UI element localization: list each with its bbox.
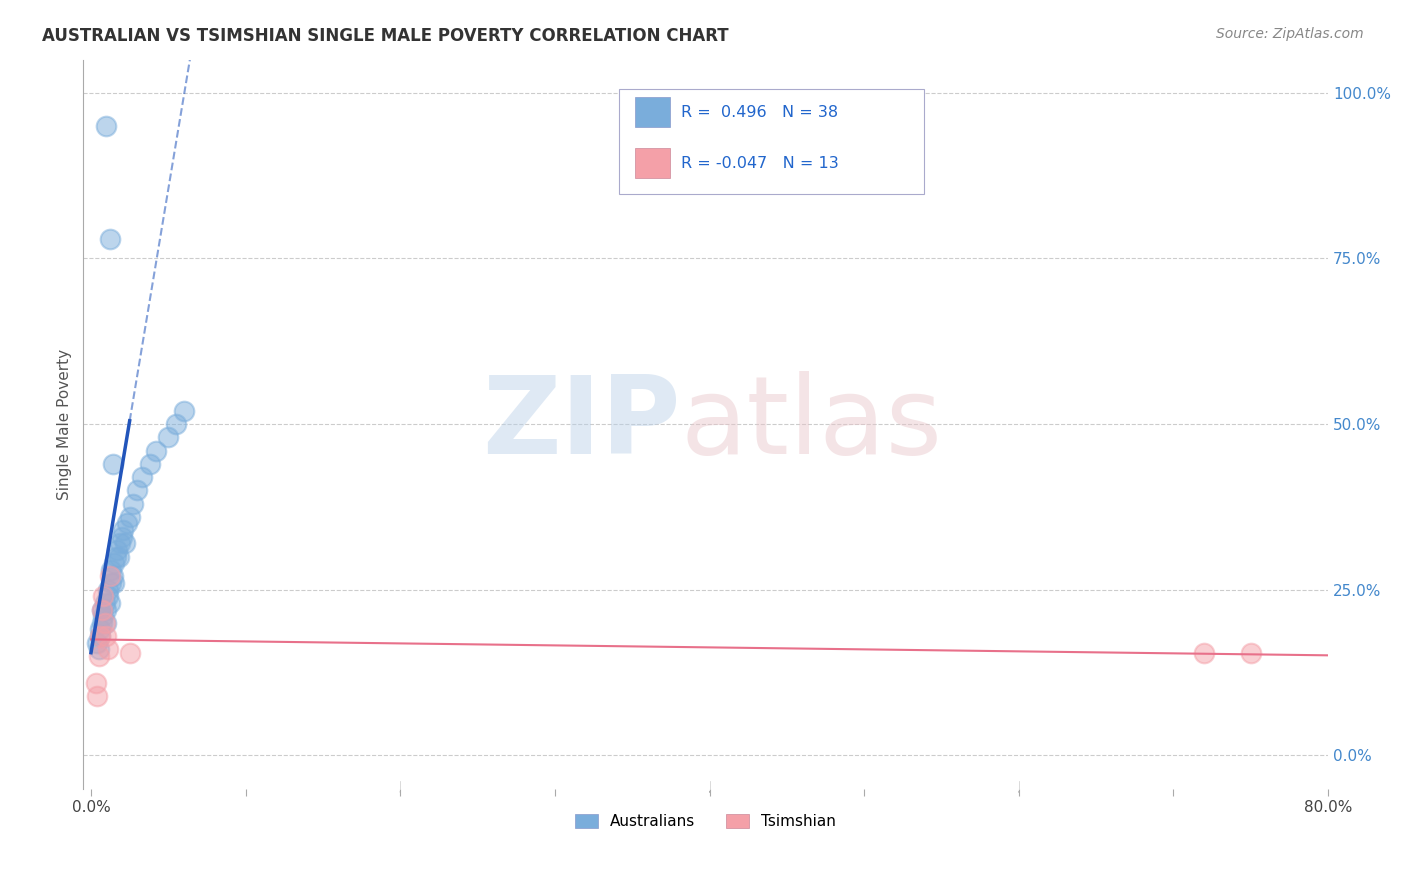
Text: R =  0.496   N = 38: R = 0.496 N = 38	[681, 104, 838, 120]
Point	[103, 576, 125, 591]
Point	[157, 430, 180, 444]
Point	[89, 629, 111, 643]
Point	[145, 443, 167, 458]
Point	[90, 602, 112, 616]
Point	[84, 675, 107, 690]
Point	[87, 642, 110, 657]
Point	[173, 404, 195, 418]
Point	[111, 530, 134, 544]
Point	[97, 582, 120, 597]
Point	[96, 629, 118, 643]
Point	[98, 596, 121, 610]
Point	[110, 536, 132, 550]
Point	[96, 119, 118, 133]
Point	[97, 642, 120, 657]
Point	[96, 615, 118, 630]
Point	[1240, 646, 1263, 660]
Legend: Australians, Tsimshian: Australians, Tsimshian	[569, 808, 842, 836]
Point	[101, 569, 124, 583]
Point	[100, 563, 122, 577]
Point	[90, 615, 112, 630]
Point	[98, 231, 121, 245]
Point	[87, 648, 110, 663]
Point	[90, 602, 112, 616]
Text: R = -0.047   N = 13: R = -0.047 N = 13	[681, 155, 838, 170]
Point	[104, 549, 127, 564]
Point	[96, 602, 118, 616]
Point	[94, 596, 117, 610]
Point	[86, 636, 108, 650]
Text: atlas: atlas	[681, 371, 943, 477]
FancyBboxPatch shape	[619, 89, 924, 194]
Point	[1194, 646, 1216, 660]
Point	[105, 543, 128, 558]
Point	[108, 549, 131, 564]
Text: Source: ZipAtlas.com: Source: ZipAtlas.com	[1216, 27, 1364, 41]
Point	[127, 483, 149, 498]
Point	[165, 417, 187, 431]
Point	[89, 623, 111, 637]
Text: AUSTRALIAN VS TSIMSHIAN SINGLE MALE POVERTY CORRELATION CHART: AUSTRALIAN VS TSIMSHIAN SINGLE MALE POVE…	[42, 27, 728, 45]
FancyBboxPatch shape	[634, 148, 669, 178]
Point	[114, 536, 136, 550]
Point	[89, 629, 111, 643]
Point	[115, 516, 138, 531]
Point	[93, 609, 115, 624]
Text: ZIP: ZIP	[482, 371, 681, 477]
Point	[101, 457, 124, 471]
Point	[93, 590, 115, 604]
Point	[94, 615, 117, 630]
Point	[112, 523, 135, 537]
Point	[100, 576, 122, 591]
Y-axis label: Single Male Poverty: Single Male Poverty	[58, 349, 72, 500]
Point	[98, 569, 121, 583]
Point	[139, 457, 162, 471]
Point	[131, 470, 153, 484]
FancyBboxPatch shape	[634, 96, 669, 128]
Point	[86, 689, 108, 703]
Point	[121, 497, 143, 511]
Point	[103, 556, 125, 570]
Point	[118, 646, 141, 660]
Point	[97, 590, 120, 604]
Point	[118, 509, 141, 524]
